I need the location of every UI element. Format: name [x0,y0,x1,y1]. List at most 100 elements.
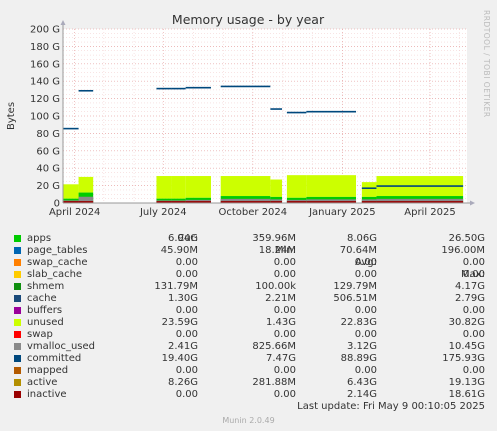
legend-cur: 0.00 [175,389,198,400]
legend-max: 30.82G [448,317,485,328]
y-tick-label: 200 G [30,25,60,36]
legend-avg: 70.64M [339,245,377,256]
legend-max: 0.00 [462,329,485,340]
unused-area [63,184,79,199]
legend-name: page_tables [27,245,88,256]
inactive-area [185,201,211,203]
legend-name: inactive [27,389,67,400]
legend-row-buffers: buffers 0.00 0.00 0.00 0.00 [0,305,497,317]
legend-min: 0.00 [273,257,296,268]
legend-cur: 131.79M [154,281,198,292]
legend-avg: 22.83G [340,317,377,328]
legend-min: 0.00 [273,329,296,340]
legend-swatch [14,355,21,362]
legend-row-committed: committed 19.40G 7.47G 88.89G 175.93G [0,353,497,365]
last-update: Last update: Fri May 9 00:10:05 2025 [297,401,485,412]
legend-row-page-tables: page_tables 45.90M 18.24M 70.64M 196.00M [0,245,497,257]
y-tick-label: 60 G [36,146,60,157]
legend-name: shmem [27,281,65,292]
legend-row-active: active 8.26G 281.88M 6.43G 19.13G [0,377,497,389]
x-tick-label: April 2024 [49,207,100,218]
y-tick-label: 180 G [30,42,60,53]
legend-swatch [14,271,21,278]
unused-area [171,176,186,199]
legend-min: 0.00 [273,269,296,280]
legend-avg: 506.51M [333,293,377,304]
legend-avg: 8.06G [346,233,377,244]
legend-avg: 0.00 [354,365,377,376]
legend-min: 1.43G [265,317,296,328]
min-header: Min: [274,245,296,256]
legend-header: Cur: Min: Avg: Max: [0,221,497,280]
legend-swatch [14,379,21,386]
legend-max: 18.61G [448,389,485,400]
legend-swatch [14,307,21,314]
y-tick-label: 100 G [30,112,60,123]
legend-min: 0.00 [273,305,296,316]
legend-row-inactive: inactive 0.00 0.00 2.14G 18.61G [0,389,497,401]
legend-cur: 0.00 [175,257,198,268]
legend-avg: 2.14G [346,389,377,400]
avg-header: Avg: [355,257,377,268]
legend-swatch [14,283,21,290]
legend-max: 26.50G [448,233,485,244]
legend-name: mapped [27,365,69,376]
legend-avg: 6.43G [346,377,377,388]
legend-cur: 2.41G [167,341,198,352]
legend-min: 100.00k [255,281,296,292]
legend-swatch [14,247,21,254]
legend-cur: 45.90M [160,245,198,256]
legend-swatch [14,331,21,338]
vmalloc-area [220,198,271,203]
inactive-area [306,201,357,203]
unused-area [361,182,377,197]
legend-swatch [14,235,21,242]
legend-name: committed [27,353,82,364]
legend-cur: 0.00 [175,305,198,316]
inactive-area [171,201,186,203]
y-axis-label: Bytes [6,102,17,130]
legend-name: cache [27,293,57,304]
legend-swatch [14,391,21,398]
legend-avg: 0.00 [354,329,377,340]
legend-max: 0.00 [462,257,485,268]
unused-area [78,176,94,193]
legend-cur: 1.30G [167,293,198,304]
legend-avg: 0.00 [354,305,377,316]
legend-cur: 8.26G [167,377,198,388]
y-tick-label: 120 G [30,94,60,105]
inactive-area [78,201,94,203]
y-tick-label: 80 G [36,129,60,140]
legend-min: 7.47G [265,353,296,364]
legend-row-apps: apps 6.94G 359.96M 8.06G 26.50G [0,233,497,245]
cur-header: Cur: [177,233,198,244]
legend-avg: 129.79M [333,281,377,292]
unused-area [156,176,172,199]
legend-swatch [14,319,21,326]
chart-title: Memory usage - by year [172,12,325,27]
y-axis-arrow [60,20,66,25]
legend-min: 2.21M [265,293,296,304]
unused-area [220,176,271,197]
legend-min: 0.00 [273,389,296,400]
legend-max: 0.00 [462,305,485,316]
legend-name: vmalloc_used [27,341,96,352]
unused-area [270,179,283,197]
legend-avg: 88.89G [340,353,377,364]
legend-cur: 0.00 [175,269,198,280]
max-header: Max: [460,269,485,280]
munin-version: Munin 2.0.49 [222,416,275,425]
legend-name: unused [27,317,64,328]
x-tick-label: October 2024 [219,207,288,218]
x-axis-arrow [470,200,475,206]
legend-min: 18.24M [258,245,296,256]
legend-max: 175.93G [442,353,485,364]
legend-cur: 23.59G [161,317,198,328]
legend-avg: 3.12G [346,341,377,352]
legend-cur: 0.00 [175,329,198,340]
x-tick-label: July 2024 [139,207,187,218]
y-tick-label: 20 G [36,181,60,192]
legend-avg: 0.00 [354,257,377,268]
legend-min: 0.00 [273,365,296,376]
inactive-area [220,201,271,203]
